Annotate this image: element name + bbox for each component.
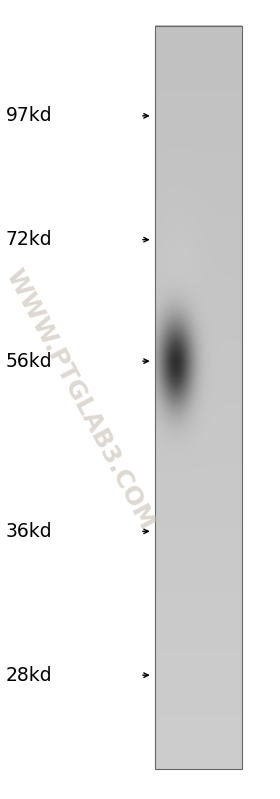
Text: 72kd: 72kd — [6, 230, 52, 249]
Text: 56kd: 56kd — [6, 352, 52, 371]
Text: 28kd: 28kd — [6, 666, 52, 685]
Text: 36kd: 36kd — [6, 522, 52, 541]
Bar — [155, 26, 242, 769]
Text: WWW.PTGLAB3.COM: WWW.PTGLAB3.COM — [1, 265, 159, 534]
Text: 97kd: 97kd — [6, 106, 52, 125]
